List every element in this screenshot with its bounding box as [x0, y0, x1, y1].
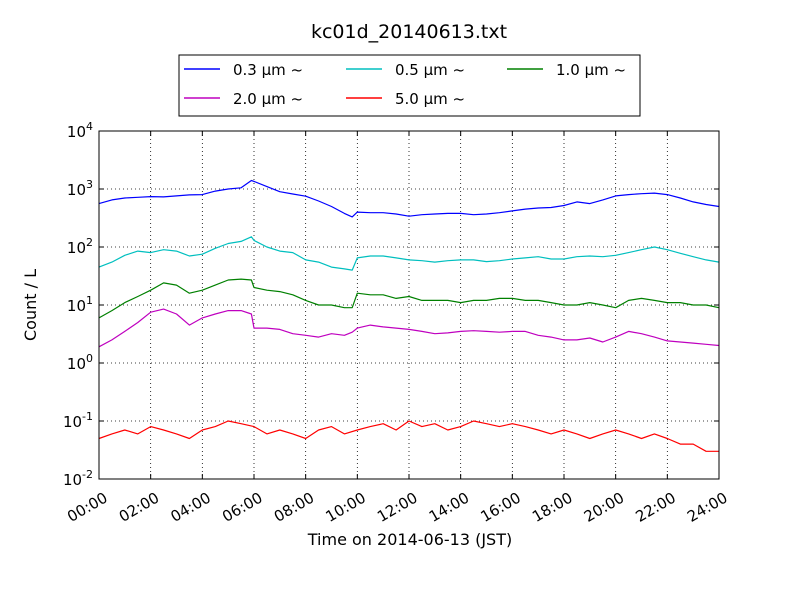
y-tick-base: 10: [67, 297, 86, 315]
x-tick-label: 10:00: [322, 489, 368, 526]
grid: [99, 131, 719, 479]
x-tick-label: 04:00: [167, 489, 213, 526]
x-tick-label: 02:00: [116, 489, 162, 526]
y-tick-base: 10: [67, 239, 86, 257]
series-line-0: [98, 179, 720, 218]
y-tick-base: 10: [63, 471, 82, 489]
x-tick-label: 06:00: [219, 489, 265, 526]
x-tick-label: 08:00: [271, 489, 317, 526]
y-tick-label: 104: [67, 120, 93, 141]
chart-title: kc01d_20140613.txt: [311, 21, 507, 43]
x-tick-labels: 00:00 02:00 04:00 06:00 08:00 10:00 12:00 14:00…: [64, 489, 730, 526]
x-tick-label: 18:00: [529, 489, 575, 526]
y-tick-label: 10-2: [63, 468, 93, 489]
x-axis-label: Time on 2014-06-13 (JST): [307, 530, 512, 549]
y-axis-label: Count / L: [21, 269, 40, 341]
y-tick-base: 10: [67, 123, 86, 141]
y-tick-exponent: 1: [86, 294, 93, 307]
series-line-3: [98, 308, 720, 348]
y-tick-exponent: 4: [86, 120, 93, 133]
y-tick-label: 102: [67, 236, 93, 257]
x-tick-label: 14:00: [426, 489, 472, 526]
y-tick-base: 10: [67, 181, 86, 199]
x-tick-label: 12:00: [374, 489, 420, 526]
y-tick-base: 10: [63, 413, 82, 431]
y-tick-label: 101: [67, 294, 93, 315]
legend-label-2: 1.0 μm ~: [556, 61, 626, 79]
legend-label-4: 5.0 μm ~: [395, 90, 465, 108]
y-tick-base: 10: [67, 355, 86, 373]
y-tick-exponent: 2: [86, 236, 93, 249]
legend-label-1: 0.5 μm ~: [395, 61, 465, 79]
x-tick-label: 16:00: [477, 489, 523, 526]
legend-box: [178, 54, 641, 117]
y-tick-exponent: 0: [86, 352, 93, 365]
y-tick-label: 10-1: [63, 410, 93, 431]
legend-label-0: 0.3 μm ~: [233, 61, 303, 79]
ticks: [98, 130, 720, 480]
y-tick-label: 100: [67, 352, 93, 373]
y-tick-exponent: -1: [82, 410, 93, 423]
series-line-4: [98, 420, 719, 452]
series-lines: [98, 179, 720, 452]
legend-label-3: 2.0 μm ~: [233, 90, 303, 108]
x-tick-label: 00:00: [64, 489, 110, 526]
x-tick-label: 22:00: [632, 489, 678, 526]
series-line-2: [98, 278, 720, 319]
legend: 0.3 μm ~ 0.5 μm ~ 1.0 μm ~ 2.0 μm ~ 5.0 μm ~: [178, 54, 641, 117]
x-tick-label: 24:00: [684, 489, 730, 526]
y-tick-exponent: -2: [82, 468, 93, 481]
x-tick-label: 20:00: [581, 489, 627, 526]
y-tick-exponent: 3: [86, 178, 93, 191]
y-tick-label: 103: [67, 178, 93, 199]
series-line-1: [98, 236, 720, 271]
